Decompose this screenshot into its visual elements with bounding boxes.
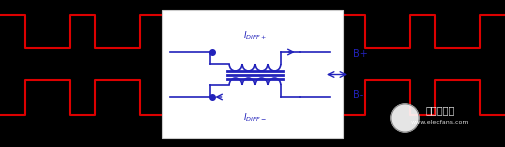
Text: $I_{DIFF+}$: $I_{DIFF+}$	[243, 30, 267, 42]
Circle shape	[391, 104, 419, 132]
Text: $I_{DIFF-}$: $I_{DIFF-}$	[243, 112, 267, 124]
Text: www.elecfans.com: www.elecfans.com	[411, 121, 469, 126]
Text: 电子发烧友: 电子发烧友	[425, 105, 454, 115]
Text: B+: B+	[353, 49, 368, 59]
Bar	[162, 10, 343, 138]
Text: B-: B-	[353, 90, 363, 100]
